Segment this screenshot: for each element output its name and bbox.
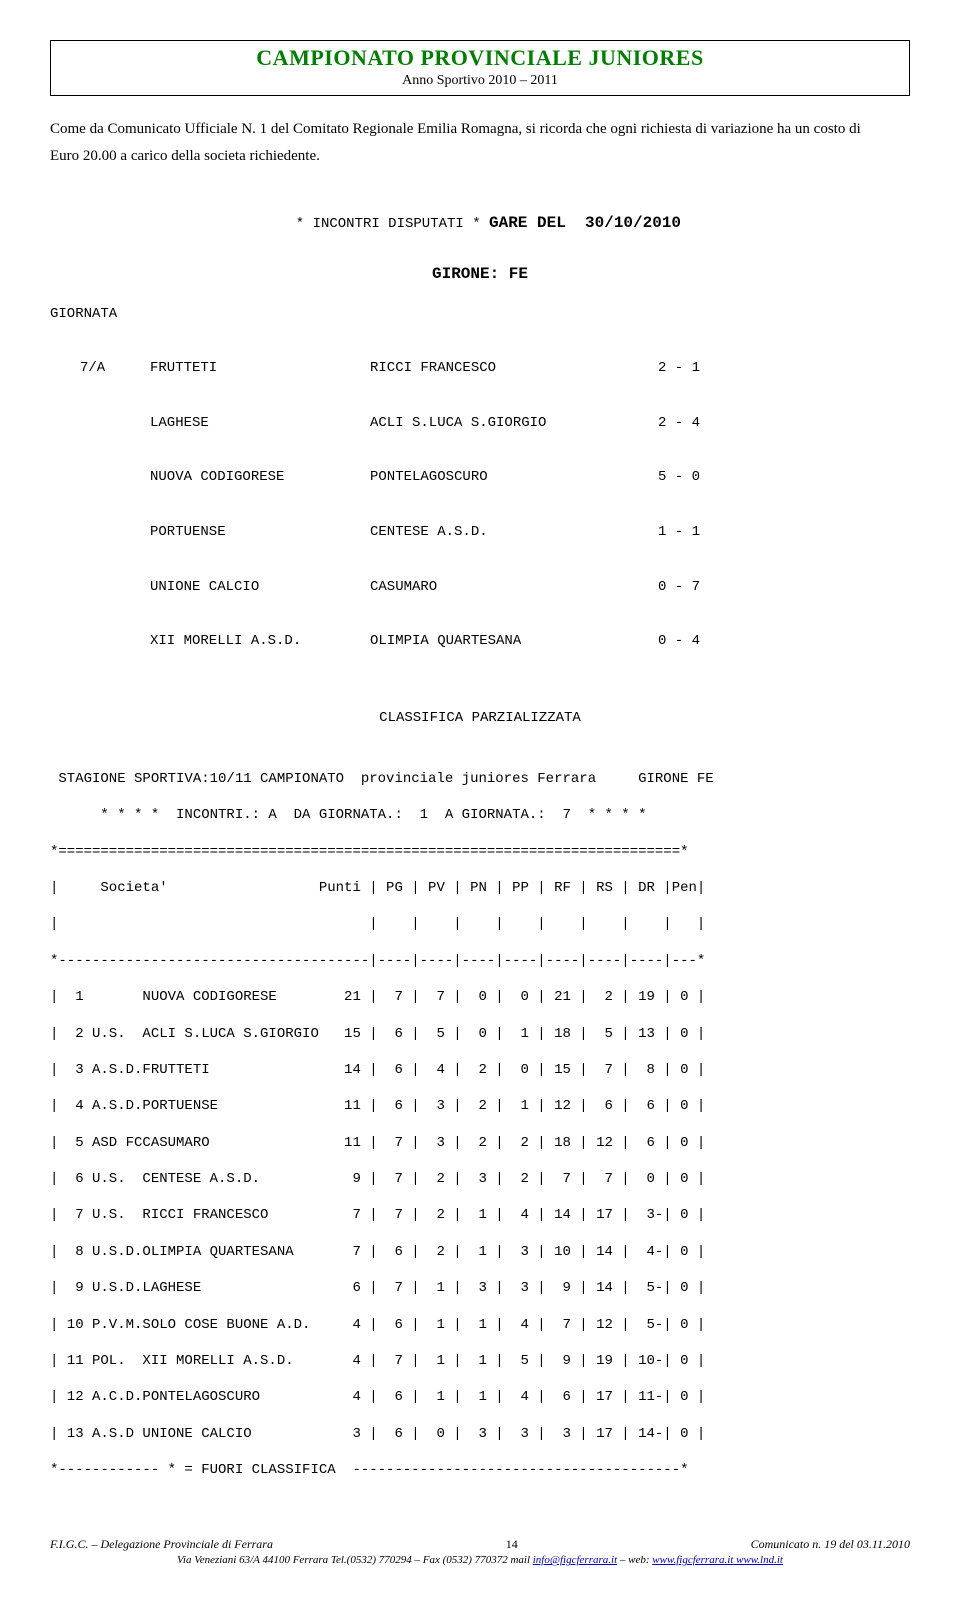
standings-row: | 13 A.S.D UNIONE CALCIO 3 | 6 | 0 | 3 |… <box>50 1425 910 1443</box>
footer-web-prefix: – web: <box>617 1554 652 1566</box>
standings-row: | 10 P.V.M.SOLO COSE BUONE A.D. 4 | 6 | … <box>50 1316 910 1334</box>
page-footer: F.I.G.C. – Delegazione Provinciale di Fe… <box>50 1537 910 1566</box>
girone-label: GIRONE: FE <box>50 264 910 285</box>
giornata-label: GIORNATA <box>50 305 910 323</box>
standings-row: | 2 U.S. ACLI S.LUCA S.GIORGIO 15 | 6 | … <box>50 1025 910 1043</box>
standings-row: | 3 A.S.D.FRUTTETI 14 | 6 | 4 | 2 | 0 | … <box>50 1061 910 1079</box>
footer-left: F.I.G.C. – Delegazione Provinciale di Fe… <box>50 1537 273 1552</box>
intro-text: Come da Comunicato Ufficiale N. 1 del Co… <box>50 116 910 170</box>
standings-row: | 5 ASD FCCASUMARO 11 | 7 | 3 | 2 | 2 | … <box>50 1134 910 1152</box>
subtitle: Anno Sportivo 2010 – 2011 <box>51 73 909 89</box>
footer-right: Comunicato n. 19 del 03.11.2010 <box>751 1537 910 1552</box>
footer-address: Via Veneziani 63/A 44100 Ferrara Tel.(05… <box>50 1554 910 1566</box>
standings-row: | 9 U.S.D.LAGHESE 6 | 7 | 1 | 3 | 3 | 9 … <box>50 1279 910 1297</box>
footer-addr: Via Veneziani 63/A 44100 Ferrara Tel.(05… <box>177 1554 533 1566</box>
standings-blank: | | | | | | | | | | <box>50 915 910 933</box>
classifica-title: CLASSIFICA PARZIALIZZATA <box>50 709 910 727</box>
intro-line1: Come da Comunicato Ufficiale N. 1 del Co… <box>50 116 910 143</box>
footer-web2-link[interactable]: www.lnd.it <box>733 1554 783 1566</box>
standings-row: | 1 NUOVA CODIGORESE 21 | 7 | 7 | 0 | 0 … <box>50 988 910 1006</box>
gare-prefix: * INCONTRI DISPUTATI * <box>296 216 489 232</box>
standings-header: | Societa' Punti | PG | PV | PN | PP | R… <box>50 879 910 897</box>
standings-row: | 8 U.S.D.OLIMPIA QUARTESANA 7 | 6 | 2 |… <box>50 1243 910 1261</box>
gare-label: GARE DEL <box>489 214 566 232</box>
matches-block: 7/AFRUTTETIRICCI FRANCESCO2 - 1 LAGHESEA… <box>80 323 910 669</box>
standings-footer: *------------ * = FUORI CLASSIFICA -----… <box>50 1461 910 1479</box>
intro-line2: Euro 20.00 a carico della societa richie… <box>50 143 910 170</box>
match-row: 7/AFRUTTETIRICCI FRANCESCO2 - 1 <box>80 359 910 377</box>
standings-sep: *=======================================… <box>50 843 910 861</box>
standings-line: * * * * INCONTRI.: A DA GIORNATA.: 1 A G… <box>50 806 910 824</box>
match-row: UNIONE CALCIOCASUMARO0 - 7 <box>80 578 910 596</box>
gare-del-line: * INCONTRI DISPUTATI * GARE DEL 30/10/20… <box>50 195 910 234</box>
standings-row: | 11 POL. XII MORELLI A.S.D. 4 | 7 | 1 |… <box>50 1352 910 1370</box>
match-row: PORTUENSECENTESE A.S.D.1 - 1 <box>80 523 910 541</box>
match-row: XII MORELLI A.S.D.OLIMPIA QUARTESANA0 - … <box>80 632 910 650</box>
page-number: 14 <box>506 1537 518 1552</box>
match-row: NUOVA CODIGORESEPONTELAGOSCURO5 - 0 <box>80 468 910 486</box>
main-title: CAMPIONATO PROVINCIALE JUNIORES <box>51 45 909 71</box>
match-row: LAGHESEACLI S.LUCA S.GIORGIO2 - 4 <box>80 414 910 432</box>
standings-row: | 7 U.S. RICCI FRANCESCO 7 | 7 | 2 | 1 |… <box>50 1206 910 1224</box>
standings-row: | 6 U.S. CENTESE A.S.D. 9 | 7 | 2 | 3 | … <box>50 1170 910 1188</box>
standings-sep: *-------------------------------------|-… <box>50 952 910 970</box>
footer-web1-link[interactable]: www.figcferrara.it <box>652 1554 733 1566</box>
gare-date: 30/10/2010 <box>566 214 681 232</box>
title-box: CAMPIONATO PROVINCIALE JUNIORES Anno Spo… <box>50 40 910 96</box>
standings-line: STAGIONE SPORTIVA:10/11 CAMPIONATO provi… <box>50 770 910 788</box>
standings-row: | 4 A.S.D.PORTUENSE 11 | 6 | 3 | 2 | 1 |… <box>50 1097 910 1115</box>
standings-row: | 12 A.C.D.PONTELAGOSCURO 4 | 6 | 1 | 1 … <box>50 1388 910 1406</box>
footer-mail-link[interactable]: info@figcferrara.it <box>533 1554 617 1566</box>
